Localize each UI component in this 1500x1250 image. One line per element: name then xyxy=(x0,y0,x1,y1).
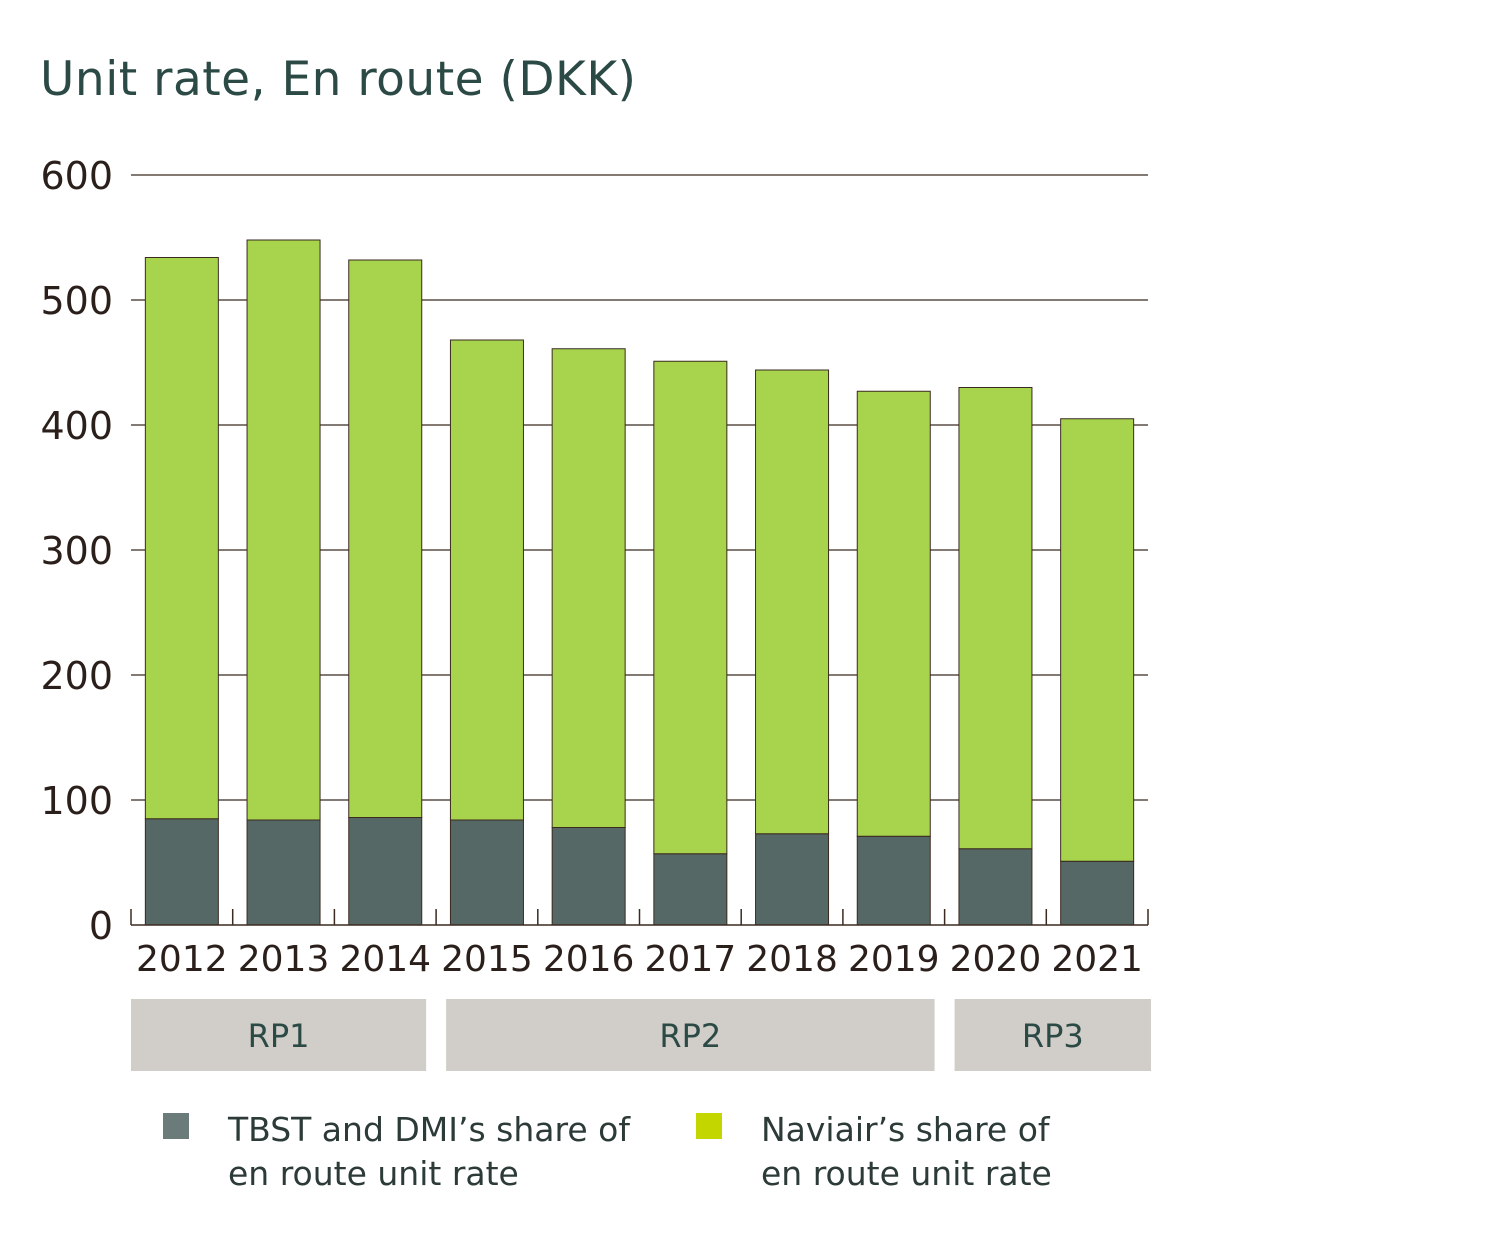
x-tick-label: 2016 xyxy=(543,939,635,980)
period-label: RP3 xyxy=(1022,1017,1084,1055)
bar-segment-naviair xyxy=(755,369,830,835)
period-band xyxy=(131,999,427,1071)
legend-swatch xyxy=(163,1113,189,1139)
legend-label: Naviair’s share of en route unit rate xyxy=(761,1110,1052,1193)
y-tick-label: 100 xyxy=(40,779,113,823)
x-tick-label: 2012 xyxy=(136,939,228,980)
y-tick-label: 600 xyxy=(40,154,113,198)
bar-segment-tbst-dmi xyxy=(958,848,1033,926)
bar-segment-naviair xyxy=(449,339,524,821)
bar-segment-naviair xyxy=(958,387,1033,850)
period-band xyxy=(446,999,935,1071)
x-tick-label: 2021 xyxy=(1051,939,1143,980)
bar-segment-tbst-dmi xyxy=(246,819,321,926)
bar-segment-tbst-dmi xyxy=(551,827,626,926)
bar-segment-tbst-dmi xyxy=(653,853,728,926)
bar-segment-naviair xyxy=(1060,418,1135,862)
period-label: RP1 xyxy=(248,1017,310,1055)
y-tick-label: 0 xyxy=(89,904,113,948)
legend-swatch xyxy=(696,1113,722,1139)
chart-title: Unit rate, En route (DKK) xyxy=(40,52,637,107)
bar-segment-tbst-dmi xyxy=(755,833,830,926)
bar-segment-naviair xyxy=(348,259,423,818)
bar-segment-tbst-dmi xyxy=(449,819,524,926)
legend-label: TBST and DMI’s share of en route unit ra… xyxy=(228,1110,630,1193)
y-tick-label: 300 xyxy=(40,529,113,573)
bar-segment-naviair xyxy=(551,348,626,828)
y-tick-label: 400 xyxy=(40,404,113,448)
bar-segment-tbst-dmi xyxy=(856,835,931,926)
period-label: RP2 xyxy=(659,1017,721,1055)
x-tick-label: 2018 xyxy=(746,939,838,980)
bar-segment-naviair xyxy=(856,390,931,837)
x-tick-label: 2019 xyxy=(848,939,940,980)
y-tick-label: 500 xyxy=(40,279,113,323)
bars xyxy=(144,239,1135,926)
y-tick-label: 200 xyxy=(40,654,113,698)
x-tick-label: 2020 xyxy=(950,939,1042,980)
x-tick-label: 2013 xyxy=(238,939,330,980)
bar-segment-naviair xyxy=(246,239,321,821)
x-tick-label: 2017 xyxy=(645,939,737,980)
bar-segment-naviair xyxy=(144,257,219,820)
axes xyxy=(130,909,1149,926)
bar-segment-tbst-dmi xyxy=(144,818,219,926)
x-tick-label: 2015 xyxy=(441,939,533,980)
period-bands: RP1 RP2 RP3 xyxy=(131,999,1151,1071)
x-tick-label: 2014 xyxy=(339,939,431,980)
period-band xyxy=(954,999,1151,1071)
bar-segment-tbst-dmi xyxy=(348,817,423,926)
bar-segment-naviair xyxy=(653,360,728,855)
bar-segment-tbst-dmi xyxy=(1060,860,1135,926)
